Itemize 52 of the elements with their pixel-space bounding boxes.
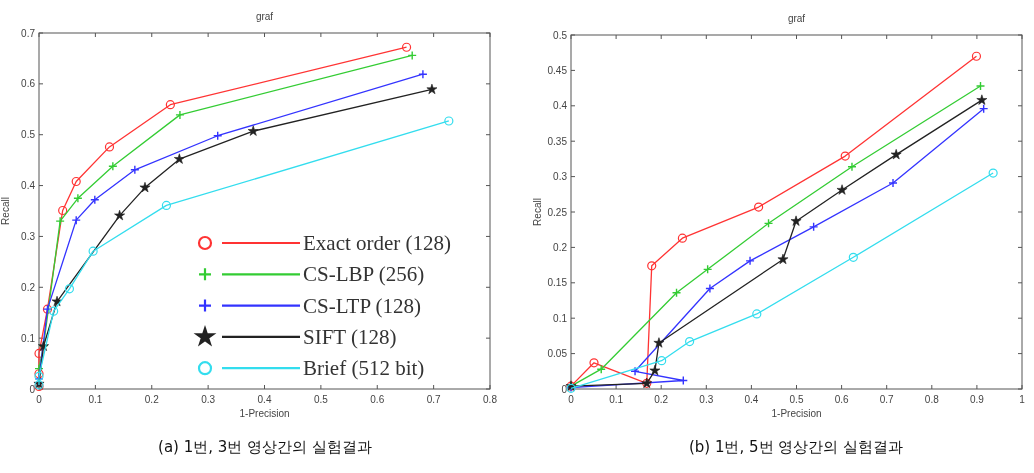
y-tick-label: 0.3 xyxy=(21,230,36,242)
y-tick-label: 0.5 xyxy=(21,129,36,141)
chart-title: graf xyxy=(255,11,274,22)
x-tick-label: 0.9 xyxy=(969,394,985,405)
x-tick-label: 0.7 xyxy=(879,394,895,405)
x-tick-label: 0.4 xyxy=(744,394,759,405)
y-axis-title: Recall xyxy=(532,198,543,226)
y-tick-label: 0.4 xyxy=(553,100,568,112)
text: (a) 1번, 3번 영상간의 실험결과 xyxy=(158,438,372,456)
y-tick-label: 0.35 xyxy=(547,135,568,147)
y-tick-label: 0.7 xyxy=(21,27,36,39)
y-tick-label: 0.25 xyxy=(547,206,568,218)
x-tick-label: 0.6 xyxy=(834,394,849,405)
x-tick-label: 1 xyxy=(1019,394,1026,405)
x-tick-label: 0.1 xyxy=(609,394,624,405)
y-tick-label: 0.05 xyxy=(547,348,568,360)
x-tick-label: 0.2 xyxy=(144,394,160,405)
legend-label: Exact order (128) xyxy=(303,231,452,255)
y-tick-label: 0.6 xyxy=(21,78,36,90)
legend-label: SIFT (128) xyxy=(303,324,397,349)
x-tick-label: 0.5 xyxy=(789,394,804,405)
legend-label: Brief (512 bit) xyxy=(303,356,425,381)
x-tick-label: 0 xyxy=(36,394,43,405)
x-tick-label: 0.3 xyxy=(699,394,714,405)
x-tick-label: 0.1 xyxy=(88,394,103,405)
x-tick-label: 0 xyxy=(568,394,575,405)
y-tick-label: 0.4 xyxy=(21,180,36,192)
chart-title: graf xyxy=(787,13,806,24)
x-tick-label: 0.4 xyxy=(257,394,272,405)
y-tick-label: 0 xyxy=(561,383,568,395)
x-axis-title: 1-Precision xyxy=(771,408,822,419)
x-tick-label: 0.2 xyxy=(654,394,669,405)
x-axis-title: 1-Precision xyxy=(239,408,290,419)
y-tick-label: 0.15 xyxy=(547,277,568,289)
x-tick-label: 0.8 xyxy=(924,394,940,405)
y-tick-label: 0.5 xyxy=(553,29,568,41)
x-tick-label: 0.8 xyxy=(483,394,498,405)
y-tick-label: 0 xyxy=(29,383,36,395)
x-tick-label: 0.7 xyxy=(426,394,442,405)
text: (b) 1번, 5번 영상간의 실험결과 xyxy=(688,438,904,456)
y-tick-label: 0.1 xyxy=(21,332,36,344)
legend-label: CS-LBP (256) xyxy=(303,262,425,287)
y-tick-label: 0.1 xyxy=(553,312,568,324)
x-tick-label: 0.3 xyxy=(201,394,216,405)
y-tick-label: 0.3 xyxy=(553,171,568,183)
legend-label: CS-LTP (128) xyxy=(303,293,422,318)
x-tick-label: 0.5 xyxy=(313,394,329,405)
y-tick-label: 0.2 xyxy=(21,281,36,293)
y-tick-label: 0.2 xyxy=(553,241,568,253)
y-tick-label: 0.45 xyxy=(547,64,568,76)
x-tick-label: 0.6 xyxy=(370,394,385,405)
y-axis-title: Recall xyxy=(0,197,11,225)
